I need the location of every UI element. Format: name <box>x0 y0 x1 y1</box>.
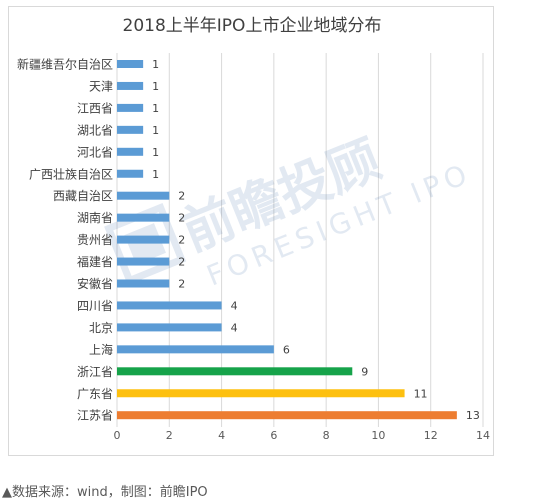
x-tick-label: 2 <box>166 429 173 442</box>
category-label: 安徽省 <box>77 276 113 291</box>
watermark-logo-inner-icon <box>124 223 166 265</box>
bar <box>117 213 170 222</box>
data-label: 11 <box>414 387 428 400</box>
x-tick-label: 6 <box>270 429 277 442</box>
data-label: 4 <box>231 299 238 312</box>
bar <box>117 103 144 112</box>
bar-chart: 2018上半年IPO上市企业地域分布 前瞻投顾 FORESIGHT IPO 新疆… <box>17 16 491 442</box>
bar <box>117 367 353 376</box>
category-label: 河北省 <box>77 145 113 159</box>
data-label: 1 <box>152 146 159 159</box>
category-label: 江西省 <box>77 101 113 115</box>
data-label: 1 <box>152 168 159 181</box>
data-label: 2 <box>178 212 185 225</box>
data-label: 2 <box>178 256 185 269</box>
chart-frame: 2018上半年IPO上市企业地域分布 前瞻投顾 FORESIGHT IPO 新疆… <box>8 6 494 456</box>
source-note: ▲数据来源：wind，制图：前瞻IPO <box>2 485 208 500</box>
data-label: 1 <box>152 80 159 93</box>
bar <box>117 125 144 134</box>
category-label: 湖南省 <box>77 210 113 225</box>
data-label: 4 <box>231 321 238 334</box>
x-tick-label: 12 <box>424 429 438 442</box>
x-tick-label: 0 <box>114 429 121 442</box>
bar <box>117 191 170 200</box>
data-label: 1 <box>152 102 159 115</box>
category-label: 广西壮族自治区 <box>29 167 113 181</box>
data-label: 2 <box>178 234 185 247</box>
category-label: 广东省 <box>77 387 113 401</box>
value-axis-ticks: 0 2 4 6 8 10 12 14 <box>114 429 491 442</box>
x-tick-label: 10 <box>371 429 385 442</box>
bar <box>117 169 144 178</box>
category-label: 天津 <box>89 79 113 93</box>
data-label: 1 <box>152 124 159 137</box>
category-label: 江苏省 <box>77 409 113 423</box>
category-label: 北京 <box>89 321 113 335</box>
chart-title: 2018上半年IPO上市企业地域分布 <box>123 16 382 36</box>
bars <box>117 60 457 420</box>
x-tick-label: 4 <box>218 429 225 442</box>
data-label: 6 <box>283 343 290 356</box>
bar <box>117 301 222 310</box>
data-label: 1 <box>152 58 159 71</box>
bar <box>117 60 144 68</box>
bar <box>117 235 170 244</box>
data-label: 2 <box>178 278 185 291</box>
category-label: 新疆维吾尔自治区 <box>17 57 113 72</box>
category-label: 浙江省 <box>77 365 113 379</box>
bar <box>117 345 274 354</box>
data-label: 9 <box>361 365 368 378</box>
category-label: 湖北省 <box>77 122 113 137</box>
category-label: 贵州省 <box>77 233 113 247</box>
category-label: 上海 <box>89 342 113 357</box>
bar <box>117 257 170 266</box>
category-label: 西藏自治区 <box>53 189 113 203</box>
gridlines <box>116 53 484 427</box>
bar <box>117 147 144 156</box>
bar <box>117 389 405 398</box>
x-tick-label: 14 <box>476 429 490 442</box>
category-label: 四川省 <box>77 299 113 313</box>
bar <box>117 411 457 420</box>
x-tick-label: 8 <box>323 429 330 442</box>
category-label: 福建省 <box>77 254 113 269</box>
category-axis-labels: 新疆维吾尔自治区天津江西省湖北省河北省广西壮族自治区西藏自治区湖南省贵州省福建省… <box>17 57 113 423</box>
bar <box>117 81 144 90</box>
bar <box>117 279 170 288</box>
data-label: 2 <box>178 190 185 203</box>
bar <box>117 323 222 332</box>
data-label: 13 <box>466 409 480 422</box>
